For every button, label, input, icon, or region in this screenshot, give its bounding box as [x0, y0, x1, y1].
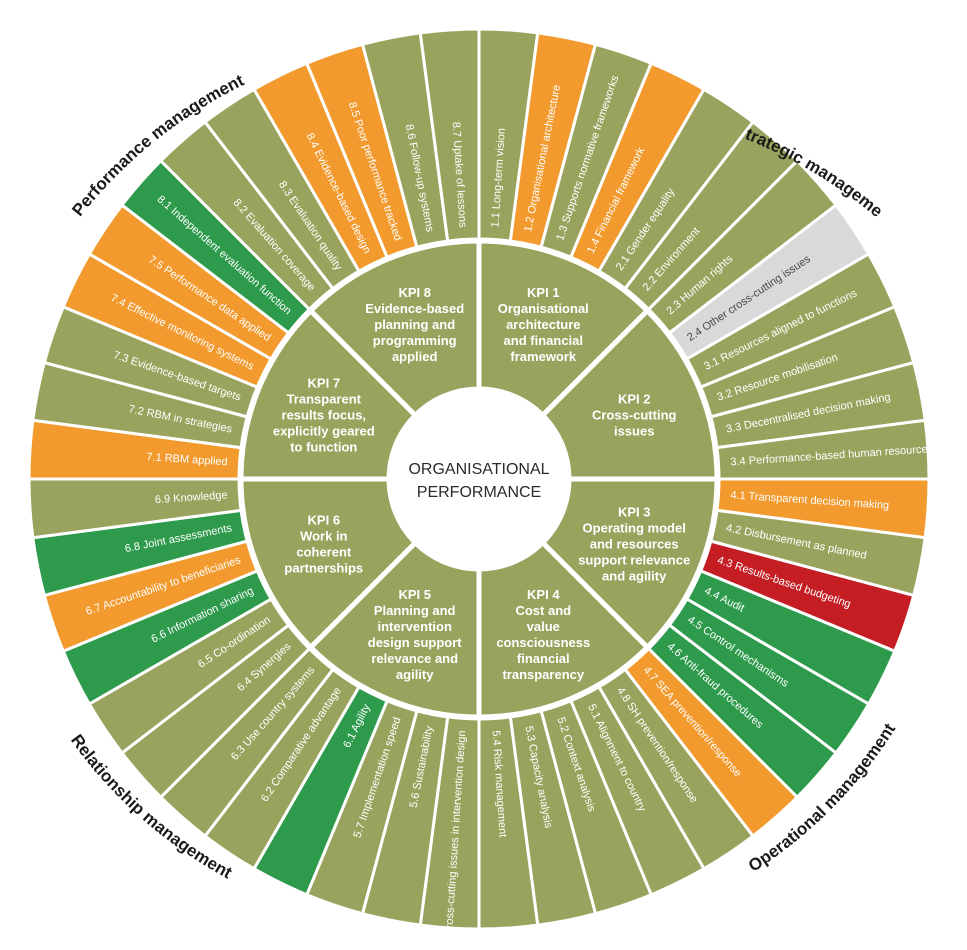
kpi-wedge-5: [307, 539, 482, 720]
kpi-2-line-1: KPI 2: [618, 392, 651, 407]
kpi-4-line-1: KPI 4: [527, 587, 560, 602]
kpi-wedge-2: [539, 307, 720, 482]
kpi-4-line-6: transparency: [502, 667, 584, 682]
kpi-8-line-5: applied: [392, 349, 438, 364]
kpi-ring: KPI 1 Organisational architecture and finan…: [238, 238, 720, 720]
kpi-5-line-1: KPI 5: [398, 587, 431, 602]
kpi-4-line-4: consciousness: [496, 635, 590, 650]
kpi-wedge-3: [539, 476, 720, 651]
kpi-4-line-2: Cost and: [515, 603, 571, 618]
kpi-1-line-2: Organisational: [498, 301, 589, 316]
kpi-2-line-2: Cross-cutting: [592, 408, 677, 423]
kpi-wedge-8: [307, 238, 482, 419]
kpi-8-line-1: KPI 8: [398, 285, 431, 300]
kpi-6-line-4: partnerships: [284, 560, 363, 575]
kpi-5-line-2: Planning and: [374, 603, 456, 618]
kpi-label-3: KPI 3 Operating model and resources support…: [578, 504, 690, 583]
kpi-wedge-7: [238, 307, 419, 482]
kpi-3-line-1: KPI 3: [618, 504, 651, 519]
kpi-label-6: KPI 6 Work in coherent partnerships: [284, 512, 363, 575]
kpi-label-1: KPI 1 Organisational architecture and finan…: [498, 285, 589, 364]
kpi-3-line-3: and resources: [590, 536, 679, 551]
kpi-7-line-3: results focus,: [282, 408, 367, 423]
kpi-7-line-4: explicitly geared: [273, 424, 375, 439]
kpi-6-line-2: Work in: [300, 528, 347, 543]
kpi-3-line-5: and agility: [602, 568, 667, 583]
segment-label-6-9: 6.9 Knowledge: [155, 489, 228, 506]
kpi-label-2: KPI 2 Cross-cutting issues: [592, 392, 677, 439]
kpi-wedge-4: [476, 539, 651, 720]
kpi-7-line-1: KPI 7: [308, 376, 341, 391]
kpi-3-line-2: Operating model: [583, 520, 686, 535]
kpi-label-8: KPI 8 Evidence-based planning and programmi…: [365, 285, 464, 364]
center-title-line-1: ORGANISATIONAL: [408, 461, 549, 478]
kpi-label-4: KPI 4 Cost and value consciousness financial…: [496, 587, 590, 682]
kpi-3-line-4: support relevance: [578, 552, 690, 567]
center-disc: ORGANISATIONAL PERFORMANCE: [389, 389, 569, 569]
kpi-label-5: KPI 5 Planning and intervention design supp…: [368, 587, 463, 682]
kpi-6-line-1: KPI 6: [308, 512, 341, 527]
kpi-2-line-3: issues: [614, 424, 654, 439]
kpi-1-line-4: and financial: [504, 333, 583, 348]
kpi-label-7: KPI 7 Transparent results focus, explicitly…: [273, 376, 375, 455]
kpi-7-line-5: to function: [290, 440, 357, 455]
kpi-5-line-3: intervention: [378, 619, 452, 634]
kpi-8-line-3: planning and: [374, 317, 455, 332]
kpi-8-line-4: programming: [373, 333, 457, 348]
kpi-1-line-3: architecture: [506, 317, 580, 332]
kpi-5-line-4: design support: [368, 635, 463, 650]
kpi-4-line-5: financial: [517, 651, 570, 666]
kpi-5-line-6: agility: [396, 667, 434, 682]
kpi-7-line-2: Transparent: [287, 392, 362, 407]
kpi-1-line-5: framework: [510, 349, 577, 364]
kpi-5-line-5: relevance and: [371, 651, 458, 666]
kpi-wedge-6: [238, 476, 419, 651]
kpi-1-line-1: KPI 1: [527, 285, 560, 300]
kpi-6-line-3: coherent: [296, 544, 352, 559]
outer-segments: 1.1 Long-term vision 1.2 Organisational a…: [27, 27, 934, 950]
kpi-wedge-1: [476, 238, 651, 419]
center-title-line-2: PERFORMANCE: [417, 484, 541, 501]
kpi-4-line-3: value: [527, 619, 560, 634]
segment-label-7-1: 7.1 RBM applied: [146, 451, 228, 468]
kpi-8-line-2: Evidence-based: [365, 301, 464, 316]
